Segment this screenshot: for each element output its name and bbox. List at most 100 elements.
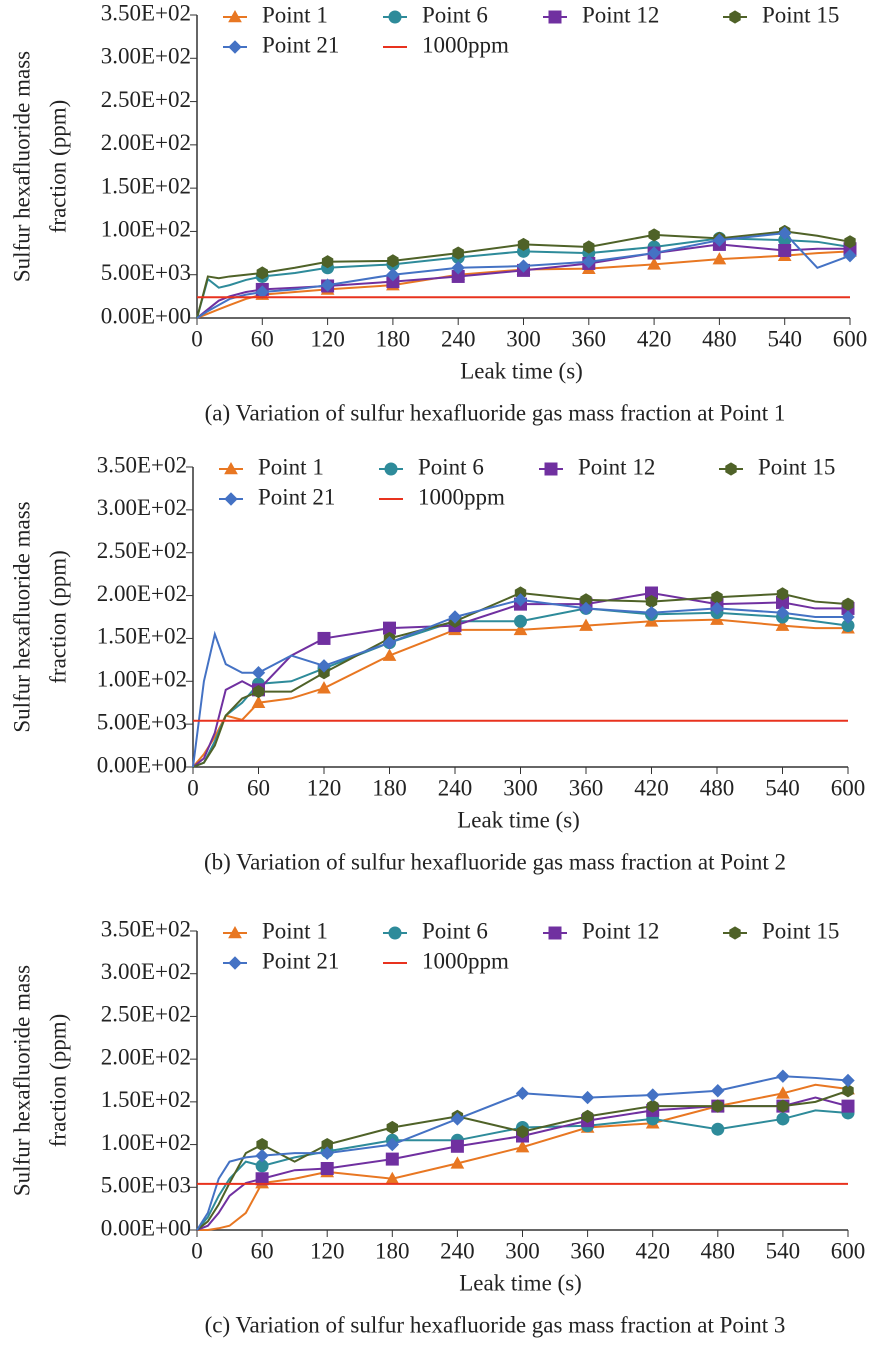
- x-tick-label: 300: [505, 1238, 540, 1263]
- x-tick-label: 60: [251, 1238, 274, 1263]
- marker: [711, 590, 723, 604]
- marker: [513, 593, 528, 607]
- marker: [841, 610, 855, 624]
- legend-label: Point 15: [762, 2, 839, 27]
- x-tick-label: 240: [441, 326, 476, 351]
- legend-label: Point 12: [582, 918, 659, 943]
- marker: [775, 618, 790, 631]
- x-tick-label: 0: [187, 775, 199, 800]
- legend-label: Point 21: [262, 948, 339, 973]
- x-axis-title: Leak time (s): [460, 358, 583, 383]
- x-tick-label: 0: [191, 326, 203, 351]
- marker: [647, 257, 661, 270]
- marker: [317, 631, 331, 645]
- marker: [224, 492, 238, 506]
- marker: [645, 1088, 660, 1102]
- series-line: [196, 1089, 849, 1231]
- legend-label: Point 6: [422, 918, 488, 943]
- panel: 0.00E+00 5.00E+03 1.00E+02 1.50E+02 2.00E+02…: [9, 0, 867, 425]
- marker: [382, 648, 397, 661]
- series-line: [196, 1096, 849, 1231]
- x-tick-label: 540: [767, 326, 802, 351]
- legend-label: Point 15: [758, 454, 835, 479]
- x-tick-label: 60: [251, 326, 274, 351]
- y-tick-label: 3.00E+02: [101, 44, 191, 69]
- marker: [252, 684, 265, 699]
- x-tick-label: 240: [438, 775, 473, 800]
- marker: [582, 255, 596, 269]
- x-tick-label: 600: [833, 326, 868, 351]
- marker: [579, 601, 593, 616]
- legend-label: Point 21: [258, 484, 335, 509]
- marker: [251, 695, 266, 709]
- marker: [517, 237, 530, 251]
- x-tick-label: 300: [506, 326, 541, 351]
- marker: [251, 666, 266, 680]
- marker: [385, 1137, 400, 1152]
- legend-label: 1000ppm: [418, 484, 505, 509]
- marker: [776, 1112, 790, 1126]
- y-tick-label: 1.50E+02: [97, 624, 187, 649]
- marker: [388, 926, 402, 940]
- marker: [644, 606, 659, 620]
- y-tick-label: 0.00E+00: [101, 303, 191, 328]
- marker: [841, 1073, 855, 1088]
- x-tick-label: 360: [570, 1238, 605, 1263]
- y-tick-label: 3.50E+02: [101, 916, 191, 941]
- marker: [256, 266, 268, 280]
- x-tick-label: 420: [634, 775, 669, 800]
- y-tick-label: 2.50E+02: [101, 87, 191, 112]
- marker: [579, 618, 593, 631]
- marker: [228, 9, 242, 23]
- marker: [843, 248, 857, 263]
- marker: [384, 462, 398, 476]
- legend-label: Point 1: [262, 2, 328, 27]
- marker: [776, 1069, 790, 1083]
- y-axis-title: fraction (ppm): [45, 550, 70, 683]
- x-axis-title: Leak time (s): [457, 807, 580, 832]
- legend-label: Point 6: [422, 2, 488, 27]
- marker: [515, 1086, 530, 1101]
- marker: [580, 1090, 595, 1105]
- x-tick-label: 300: [503, 775, 538, 800]
- marker: [712, 1099, 724, 1113]
- x-tick-label: 480: [701, 1238, 736, 1263]
- legend-label: 1000ppm: [422, 32, 509, 57]
- caption: (c) Variation of sulfur hexafluoride gas…: [205, 1312, 786, 1337]
- y-tick-label: 0.00E+00: [101, 1215, 191, 1240]
- x-tick-label: 240: [440, 1238, 475, 1263]
- legend-label: 1000ppm: [422, 948, 509, 973]
- marker: [385, 1152, 399, 1166]
- panel: 0.00E+00 5.00E+03 1.00E+02 1.50E+02 2.00E+02…: [9, 916, 865, 1337]
- y-tick-label: 3.50E+02: [101, 0, 191, 25]
- marker: [842, 1084, 854, 1098]
- x-tick-label: 180: [372, 775, 407, 800]
- x-tick-label: 480: [702, 326, 737, 351]
- marker: [648, 228, 660, 242]
- marker: [255, 1148, 269, 1163]
- marker: [388, 10, 402, 24]
- y-tick-label: 1.00E+02: [101, 1130, 191, 1155]
- x-tick-label: 420: [637, 326, 672, 351]
- x-axis-title: Leak time (s): [459, 1270, 582, 1295]
- marker: [775, 606, 790, 620]
- x-tick-label: 480: [700, 775, 735, 800]
- marker: [450, 1112, 465, 1126]
- marker: [776, 1086, 790, 1099]
- y-tick-label: 1.50E+02: [101, 173, 191, 198]
- marker: [228, 956, 242, 970]
- y-axis-title: Sulfur hexafluoride mass: [9, 965, 34, 1196]
- marker: [256, 1137, 268, 1152]
- marker: [450, 1156, 465, 1169]
- marker: [647, 1099, 659, 1113]
- marker: [386, 268, 400, 282]
- marker: [320, 1146, 334, 1160]
- y-tick-label: 3.00E+02: [97, 495, 187, 520]
- y-axis-title: Sulfur hexafluoride mass: [9, 501, 34, 732]
- marker: [712, 233, 727, 247]
- marker: [387, 254, 399, 268]
- marker: [841, 1099, 855, 1113]
- marker: [516, 1125, 529, 1139]
- marker: [317, 659, 331, 673]
